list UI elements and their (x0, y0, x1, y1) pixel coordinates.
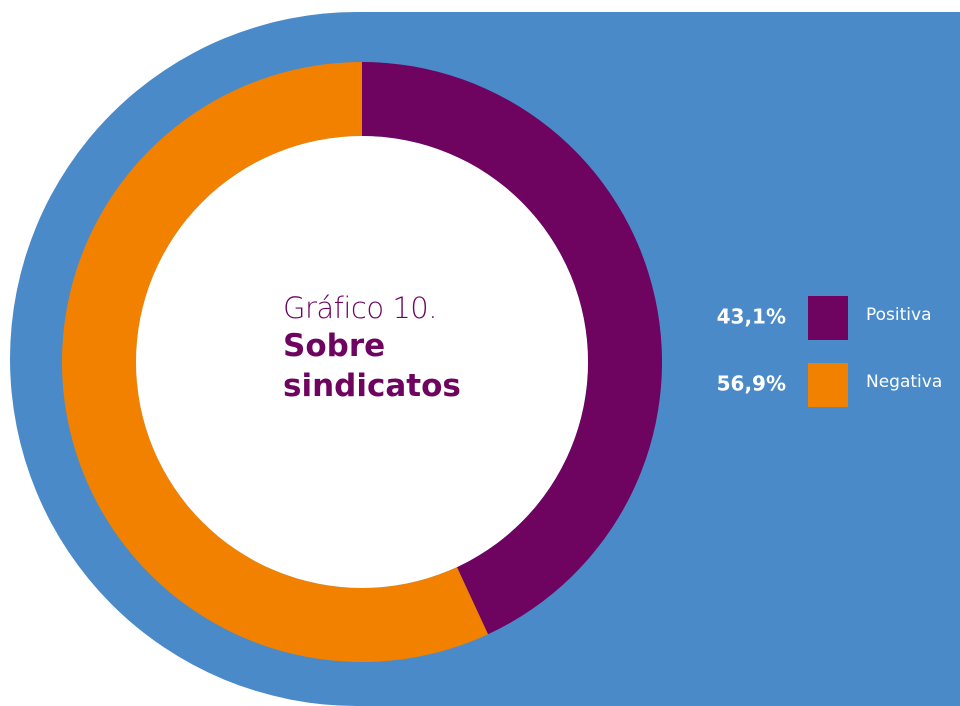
slice (62, 62, 489, 662)
title-box: Gráfico 10. Sobre sindicatos (283, 290, 513, 406)
chart-title: Gráfico 10. (283, 291, 437, 325)
value-label: 43,1% (717, 305, 786, 329)
slice (362, 62, 662, 635)
legend-swatch (808, 363, 848, 407)
legend: 43,1% Positiva 56,9% Negativa (717, 296, 942, 407)
chart-subtitle: Sobre sindicatos (283, 328, 461, 404)
value-label: 56,9% (717, 372, 786, 396)
donut-hole (136, 136, 588, 588)
legend-label: Negativa (866, 372, 942, 392)
slices (62, 62, 662, 662)
legend-label: Positiva (866, 305, 932, 325)
legend-swatch (808, 296, 848, 340)
